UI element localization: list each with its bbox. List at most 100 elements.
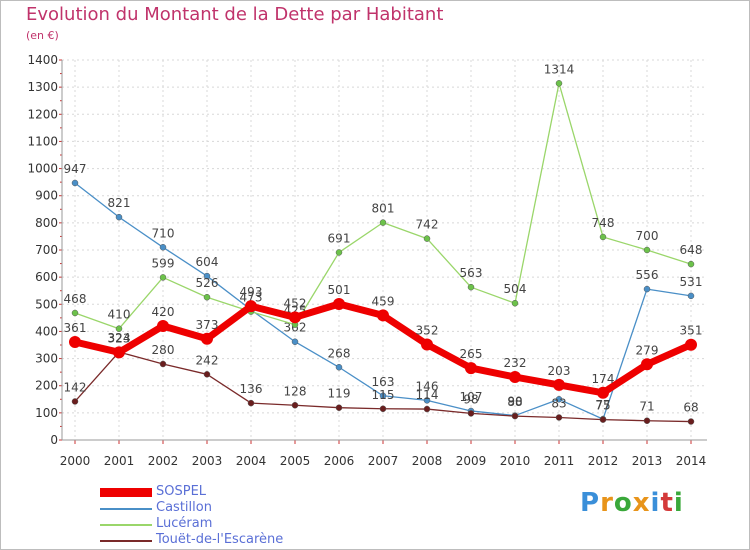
data-point-luc-ram (71, 309, 79, 317)
legend-swatch-luceram (100, 524, 152, 526)
data-point-castillon (379, 392, 387, 400)
data-point-sospel (333, 298, 345, 311)
legend-swatch-castillon (100, 508, 152, 510)
data-label-luc-ram: 700 (636, 229, 659, 243)
data-point-tou-t-de-l-escar-ne (423, 405, 431, 413)
x-tick-label: 2003 (192, 454, 223, 468)
y-tick-label: 1300 (27, 80, 58, 94)
data-point-tou-t-de-l-escar-ne (467, 410, 475, 417)
data-point-tou-t-de-l-escar-ne (71, 398, 79, 405)
data-label-luc-ram: 742 (416, 218, 439, 232)
data-point-tou-t-de-l-escar-ne (511, 412, 519, 420)
data-label-castillon: 90 (507, 395, 522, 409)
y-tick-label: 0 (50, 433, 58, 447)
data-point-luc-ram (203, 293, 211, 301)
data-label-luc-ram: 691 (328, 231, 351, 245)
data-label-tou-t-de-l-escar-ne: 71 (639, 400, 654, 414)
data-label-castillon: 163 (372, 375, 395, 389)
data-label-castillon: 531 (680, 275, 703, 289)
data-point-castillon (687, 292, 695, 300)
y-tick-label: 900 (35, 189, 58, 203)
logo-letter: x (632, 488, 651, 518)
x-tick-label: 2009 (456, 454, 487, 468)
data-point-luc-ram (423, 235, 431, 242)
data-label-sospel: 232 (504, 356, 527, 370)
chart-subtitle: (en €) (26, 29, 59, 42)
data-label-sospel: 203 (548, 364, 571, 378)
logo-letter: r (600, 488, 614, 518)
logo-letter: P (580, 488, 601, 518)
x-tick-label: 2010 (500, 454, 531, 468)
x-tick-label: 2001 (104, 454, 135, 468)
data-point-sospel (685, 338, 697, 351)
data-point-luc-ram (467, 283, 475, 291)
data-point-luc-ram (379, 219, 387, 226)
data-label-castillon: 556 (636, 268, 659, 282)
data-label-luc-ram: 526 (196, 276, 219, 290)
data-point-castillon (291, 338, 299, 345)
x-tick-label: 2008 (412, 454, 443, 468)
data-label-sospel: 459 (372, 294, 395, 308)
data-label-luc-ram: 473 (240, 291, 263, 305)
data-label-castillon: 821 (108, 196, 131, 210)
x-tick-label: 2012 (588, 454, 619, 468)
data-label-castillon: 710 (152, 226, 175, 240)
data-label-sospel: 352 (416, 323, 439, 337)
data-label-tou-t-de-l-escar-ne: 75 (595, 399, 610, 413)
data-point-tou-t-de-l-escar-ne (555, 414, 563, 421)
data-point-luc-ram (599, 233, 607, 241)
data-label-castillon: 268 (328, 346, 351, 360)
x-tick-label: 2011 (544, 454, 575, 468)
data-point-sospel (245, 300, 257, 313)
data-point-sospel (377, 309, 389, 322)
data-label-luc-ram: 599 (152, 256, 175, 270)
data-label-luc-ram: 504 (504, 282, 527, 296)
y-tick-label: 100 (35, 406, 58, 420)
y-tick-label: 500 (35, 297, 58, 311)
data-point-castillon (71, 179, 79, 187)
data-point-sospel (553, 378, 565, 391)
data-label-tou-t-de-l-escar-ne: 68 (683, 401, 698, 415)
legend-label-castillon: Castillon (156, 500, 212, 515)
data-point-sospel (465, 362, 477, 375)
data-label-luc-ram: 468 (64, 292, 87, 306)
y-tick-label: 1400 (27, 53, 58, 67)
chart-title: Evolution du Montant de la Dette par Hab… (26, 4, 444, 25)
data-label-castillon: 146 (416, 379, 439, 393)
x-tick-label: 2002 (148, 454, 179, 468)
data-label-castillon: 947 (64, 162, 87, 176)
data-point-sospel (113, 346, 125, 359)
data-point-tou-t-de-l-escar-ne (247, 399, 255, 407)
data-label-sospel: 501 (328, 283, 351, 297)
data-label-luc-ram: 801 (372, 202, 395, 216)
data-label-luc-ram: 648 (680, 243, 703, 257)
data-point-luc-ram (115, 325, 123, 332)
data-label-tou-t-de-l-escar-ne: 88 (507, 395, 522, 409)
data-point-castillon (203, 272, 211, 280)
data-label-castillon: 604 (196, 255, 219, 269)
data-point-tou-t-de-l-escar-ne (599, 416, 607, 423)
data-point-sospel (69, 336, 81, 349)
logo-letter: i (673, 488, 684, 518)
x-tick-label: 2013 (632, 454, 663, 468)
logo-letter: i (650, 488, 661, 518)
data-label-sospel: 373 (196, 318, 219, 332)
data-point-luc-ram (687, 260, 695, 268)
data-point-castillon (115, 213, 123, 221)
data-label-sospel: 279 (636, 343, 659, 357)
data-point-castillon (159, 244, 167, 251)
data-point-sospel (201, 332, 213, 345)
data-point-tou-t-de-l-escar-ne (203, 371, 211, 378)
data-point-sospel (509, 371, 521, 384)
proxiti-logo: Proxiti (580, 488, 684, 518)
x-tick-label: 2014 (676, 454, 707, 468)
data-point-luc-ram (643, 246, 651, 254)
data-label-tou-t-de-l-escar-ne: 83 (551, 396, 566, 410)
data-label-sospel: 452 (284, 296, 307, 310)
data-point-sospel (157, 320, 169, 332)
x-tick-label: 2000 (60, 454, 91, 468)
data-point-luc-ram (335, 249, 343, 256)
data-label-luc-ram: 1314 (544, 62, 575, 76)
